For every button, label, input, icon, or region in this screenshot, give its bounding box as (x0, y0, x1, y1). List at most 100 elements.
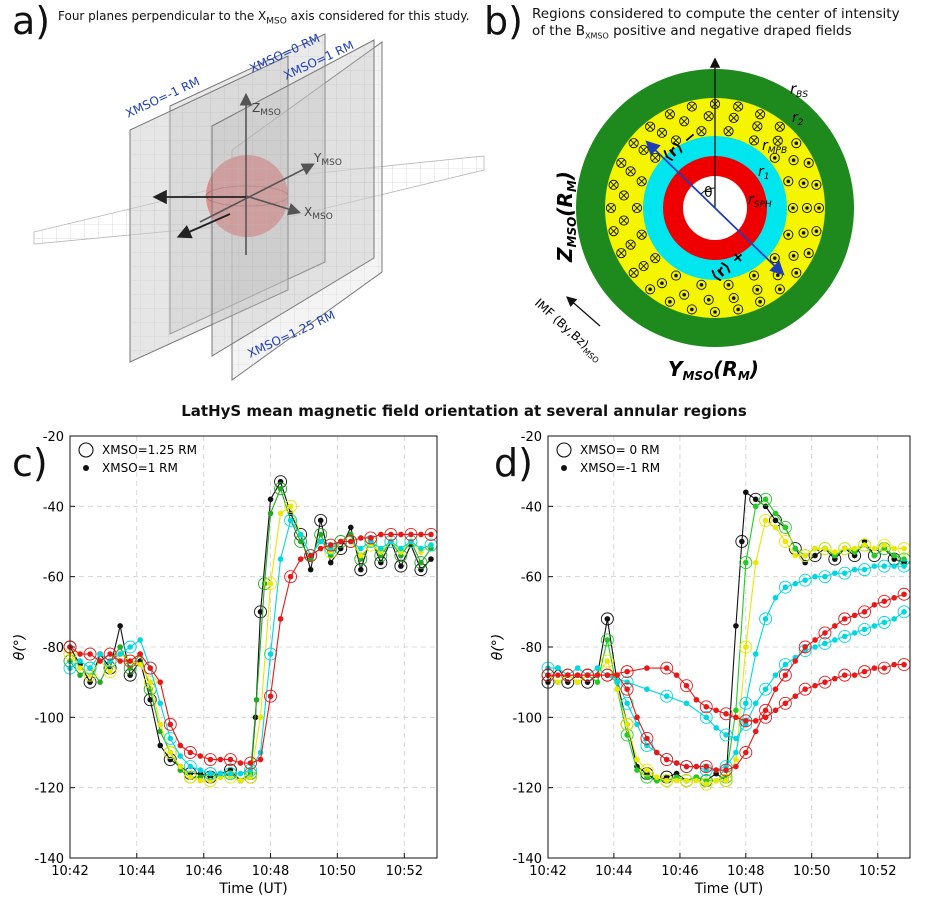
data-point (147, 665, 154, 671)
bx-negative-symbol (616, 157, 627, 168)
data-point (277, 556, 284, 562)
data-point-open (203, 767, 217, 781)
data-point (881, 598, 888, 605)
data-point (117, 658, 123, 664)
symbol-cross (680, 117, 688, 125)
data-point-open (778, 696, 792, 710)
symbol-cross (651, 154, 659, 162)
data-point-open (739, 714, 753, 728)
bx-symbols (605, 98, 825, 318)
data-point (594, 665, 601, 671)
data-point (267, 693, 274, 700)
data-point (723, 777, 729, 784)
data-point (217, 756, 224, 763)
data-point (277, 510, 284, 517)
data-point (368, 535, 374, 541)
data-point-open (284, 513, 298, 527)
theta-arc (700, 187, 716, 195)
data-point (614, 686, 621, 692)
data-point (197, 777, 204, 784)
data-point (841, 570, 848, 576)
data-point (802, 577, 808, 583)
symbol-circle (748, 270, 760, 281)
data-point (197, 753, 204, 759)
data-point (604, 672, 611, 678)
symbol-dot (772, 156, 777, 160)
bx-negative-symbol (608, 179, 619, 190)
data-point (762, 714, 769, 721)
data-point-open (660, 661, 674, 675)
data-point (663, 756, 670, 763)
data-point (378, 531, 384, 538)
symbol-dot (794, 271, 799, 275)
bx-negative-symbol (631, 202, 643, 214)
bx-negative-symbol (748, 135, 760, 146)
symbol-dot (752, 273, 756, 278)
data-point (772, 524, 779, 531)
data-point (418, 531, 424, 538)
bx-negative-symbol (628, 267, 639, 278)
data-point-open (414, 556, 428, 570)
bx-positive-symbol (723, 279, 734, 290)
data-point-open (798, 573, 812, 587)
symbol-circle (723, 279, 734, 290)
data-point-open (739, 640, 753, 654)
data-point (683, 763, 690, 770)
y-axis-label: θ(°) (490, 634, 506, 661)
data-point (644, 735, 650, 742)
data-point (107, 651, 113, 657)
y-tick-label: -100 (34, 711, 64, 726)
x-tick-label: 10:42 (51, 864, 88, 879)
data-point (752, 718, 759, 724)
data-point (297, 531, 304, 538)
figure-title: LatHyS mean magnetic field orientation a… (181, 402, 747, 420)
symbol-circle (616, 157, 627, 168)
data-point (901, 563, 907, 569)
data-point (861, 668, 868, 675)
data-point-open (680, 679, 693, 693)
data-point (752, 651, 759, 657)
symbol-dot (778, 287, 782, 292)
data-point-open (778, 658, 792, 672)
data-point (317, 517, 324, 524)
symbol-circle (608, 179, 619, 190)
data-point (812, 552, 818, 559)
legend-marker-open (78, 442, 94, 458)
data-point (891, 545, 897, 552)
bx-positive-symbol (803, 248, 814, 259)
data-point-open (759, 710, 773, 724)
data-point (832, 675, 838, 682)
symbol-circle (798, 227, 809, 238)
y-tick-label: -120 (512, 782, 542, 797)
panel-d-letter: d) (494, 441, 533, 485)
data-point (812, 682, 818, 689)
data-point-open (600, 612, 614, 626)
data-point (634, 767, 640, 773)
symbol-cross (753, 122, 761, 130)
panel-a-letter: a) (12, 0, 51, 43)
bx-positive-symbol (728, 293, 739, 304)
data-point (772, 707, 779, 714)
data-point-open (838, 566, 852, 580)
bx-positive-symbol (798, 178, 809, 189)
data-point-open (838, 630, 852, 643)
bx-negative-symbol (618, 190, 629, 201)
data-point (237, 777, 244, 784)
symbol-cross (750, 136, 758, 144)
symbol-cross (658, 129, 666, 137)
data-point-open (719, 707, 733, 721)
y-tick-label: -120 (34, 782, 64, 797)
data-point (901, 545, 907, 552)
data-point (277, 616, 284, 622)
symbol-cross (627, 167, 635, 175)
data-point (207, 770, 214, 777)
x-tick-label: 10:50 (793, 864, 830, 879)
data-point (644, 665, 650, 671)
data-point (891, 552, 897, 559)
data-point (713, 767, 719, 773)
symbol-circle (733, 101, 744, 112)
bx-positive-symbol (803, 157, 814, 168)
data-point (574, 665, 581, 671)
bx-positive-symbol (788, 250, 799, 261)
